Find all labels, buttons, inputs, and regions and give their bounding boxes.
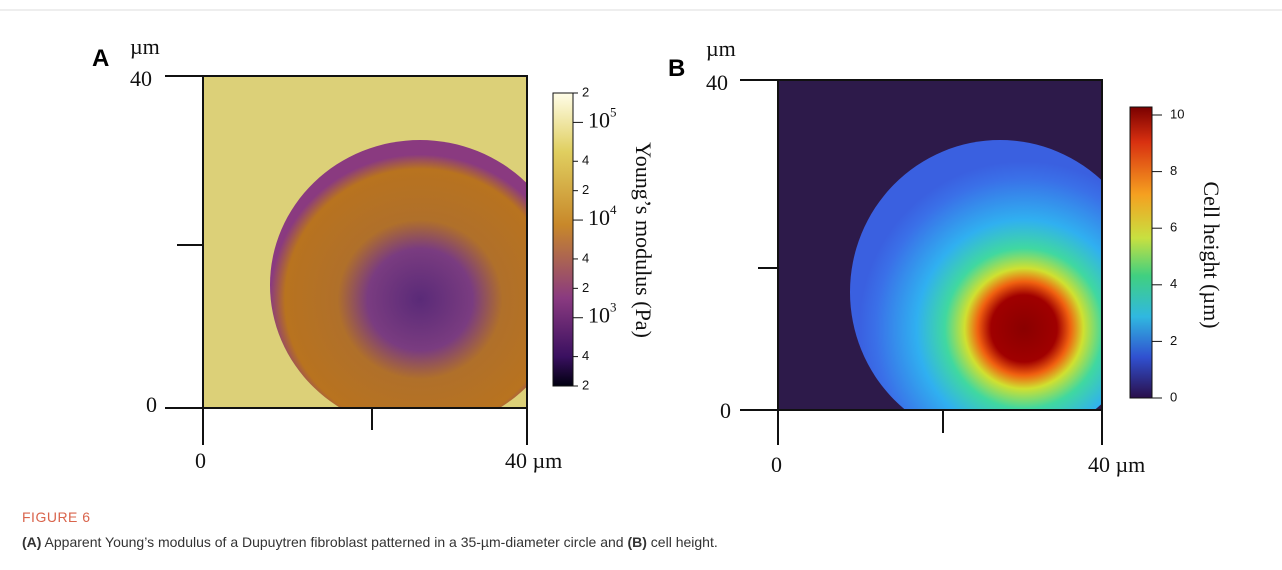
caption-label: (B) [627,534,646,550]
colorbar-tick-label: 104 [588,202,617,230]
panel-label: A [92,45,109,72]
y-unit: µm [130,34,160,59]
plot-frame [777,79,1103,411]
tick-exp: 3 [610,300,617,315]
colorbar-tick-label: 105 [588,104,617,132]
y-top-label: 40 [706,70,728,95]
y-top-label: 40 [130,66,152,91]
caption: (A) Apparent Young’s modulus of a Dupuyt… [22,534,718,550]
tick-base: 10 [588,107,610,132]
colorbar-tick-label: 4 [582,153,589,168]
x-left-label: 0 [195,448,206,473]
colorbar-tick-label: 2 [1170,333,1177,348]
colorbar [552,92,574,387]
caption-text: cell height. [647,534,718,550]
colorbar-tick-label: 2 [582,182,589,197]
colorbar-tick-label: 10 [1170,106,1184,121]
caption-label: (A) [22,534,41,550]
colorbar-tick-label: 2 [582,280,589,295]
x-right-label: 40 µm [505,448,562,473]
colorbar-ticks: 10 8 6 4 2 0 [1152,106,1184,404]
heatmap [203,76,527,408]
colorbar-tick-label: 4 [582,348,589,363]
panel-label: B [668,55,685,82]
x-left-label: 0 [771,452,782,477]
figure-label: FIGURE 6 [22,509,91,525]
colorbar-tick-label: 4 [582,250,589,265]
axes [740,79,1103,445]
colorbar-tick-label: 0 [1170,389,1177,404]
colorbar-tick-label: 8 [1170,163,1177,178]
y-unit: µm [706,36,736,61]
colorbar-label: Young’s modulus (Pa) [631,142,656,338]
plot-frame [202,75,528,409]
tick-exp: 5 [610,104,617,119]
colorbar-tick-label: 4 [1170,276,1177,291]
x-right-label: 40 µm [1088,452,1145,477]
colorbar-tick-label: 2 [582,377,589,392]
colorbar-label: Cell height (µm) [1199,181,1224,328]
y-bottom-label: 0 [720,398,731,423]
tick-base: 10 [588,205,610,230]
heatmap [778,80,1102,410]
colorbar [1129,106,1153,399]
tick-base: 10 [588,303,610,328]
axes [165,75,528,445]
colorbar-tick-label: 2 [582,84,589,99]
tick-exp: 4 [610,202,617,217]
colorbar-tick-label: 103 [588,300,617,328]
y-bottom-label: 0 [146,392,157,417]
caption-text: Apparent Young’s modulus of a Dupuytren … [41,534,627,550]
colorbar-tick-label: 6 [1170,220,1177,235]
